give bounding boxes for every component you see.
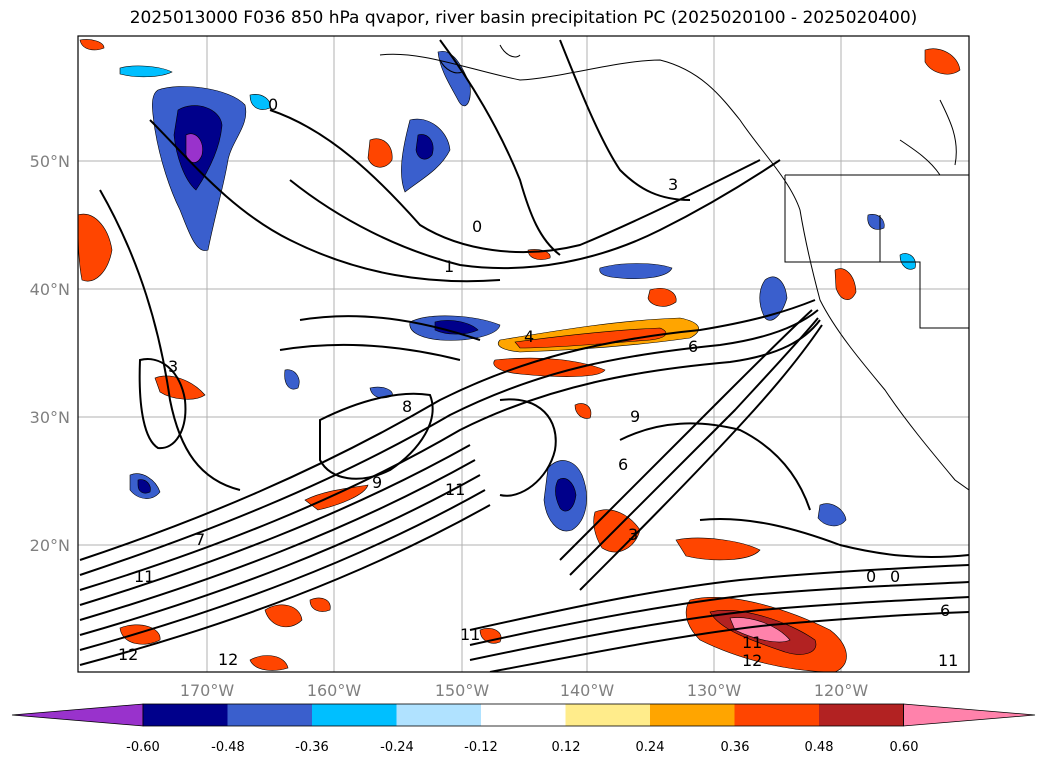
contour-label: 6 (688, 337, 698, 356)
colorbar-swatch (481, 704, 566, 726)
colorbar-label: -0.24 (380, 740, 414, 755)
contour-label: 3 (668, 175, 678, 194)
colorbar-swatch (312, 704, 397, 726)
lat-tick-label: 20°N (30, 536, 70, 555)
contour-label: 7 (195, 530, 205, 549)
lon-tick-label: 150°W (435, 681, 490, 700)
contour-label: 11 (742, 633, 762, 652)
colorbar-labels: -0.60 -0.48 -0.36 -0.24 -0.12 0.12 0.24 … (126, 740, 918, 755)
colorbar-swatch (734, 704, 819, 726)
contour-label: 6 (618, 455, 628, 474)
contour-label: 4 (524, 327, 534, 346)
lon-tick-label: 140°W (560, 681, 615, 700)
contour-label: 11 (445, 480, 465, 499)
map-frame (77, 35, 970, 673)
contour-label: 3 (628, 525, 638, 544)
contour-label: 3 (168, 357, 178, 376)
colorbar-label: 0.12 (552, 740, 581, 755)
colorbar-label: -0.48 (211, 740, 245, 755)
contour-lines (79, 39, 969, 672)
contour-label: 12 (218, 650, 238, 669)
colorbar-label: -0.36 (295, 740, 329, 755)
contour-label: 9 (630, 407, 640, 426)
colorbar-extend-max (903, 703, 1036, 727)
lon-tick-label: 120°W (814, 681, 869, 700)
colorbar-label: -0.60 (126, 740, 160, 755)
colorbar-swatch (565, 704, 650, 726)
contour-label: 0 (866, 567, 876, 586)
negative-anomaly-patches (119, 50, 916, 532)
colorbar-swatch (227, 704, 312, 726)
gridlines (78, 36, 969, 672)
colorbar-label: -0.12 (464, 740, 498, 755)
contour-label: 11 (460, 625, 480, 644)
colorbar-swatch (819, 704, 904, 726)
contour-label-group: 0 0 1 3 4 6 6 8 9 11 11 12 12 3 7 9 11 0… (118, 95, 958, 670)
colorbar-extend-min (11, 703, 144, 727)
lon-tick-label: 170°W (180, 681, 235, 700)
lat-tick-label: 30°N (30, 408, 70, 427)
lat-tick-label: 40°N (30, 280, 70, 299)
plot-title: 2025013000 F036 850 hPa qvapor, river ba… (129, 8, 918, 28)
colorbar: -0.60 -0.48 -0.36 -0.24 -0.12 0.12 0.24 … (11, 703, 1036, 755)
contour-label: 11 (134, 567, 154, 586)
contour-label: 6 (940, 601, 950, 620)
contour-label: 11 (938, 651, 958, 670)
coastline (379, 44, 969, 491)
contour-label: 0 (472, 217, 482, 236)
colorbar-outline (142, 703, 904, 727)
colorbar-swatch (143, 704, 228, 726)
positive-anomaly-patches (78, 39, 961, 672)
colorbar-label: 0.48 (805, 740, 834, 755)
contour-label: 1 (444, 257, 454, 276)
contour-label: 0 (890, 567, 900, 586)
colorbar-swatch (396, 704, 481, 726)
lon-tick-labels: 170°W 160°W 150°W 140°W 130°W 120°W (180, 681, 869, 700)
map-panel: 0 0 1 3 4 6 6 8 9 11 11 12 12 3 7 9 11 0… (77, 35, 970, 673)
lat-tick-label: 50°N (30, 152, 70, 171)
contour-label: 12 (118, 645, 138, 664)
colorbar-swatch (650, 704, 735, 726)
contour-label: 12 (742, 651, 762, 670)
contour-label: 0 (268, 95, 278, 114)
colorbar-label: 0.36 (721, 740, 750, 755)
lat-tick-labels: 50°N 40°N 30°N 20°N (30, 152, 70, 555)
lon-tick-label: 160°W (307, 681, 362, 700)
colorbar-label: 0.24 (636, 740, 665, 755)
contour-label: 8 (402, 397, 412, 416)
contour-label: 9 (372, 473, 382, 492)
lon-tick-label: 130°W (687, 681, 742, 700)
colorbar-label: 0.60 (890, 740, 919, 755)
